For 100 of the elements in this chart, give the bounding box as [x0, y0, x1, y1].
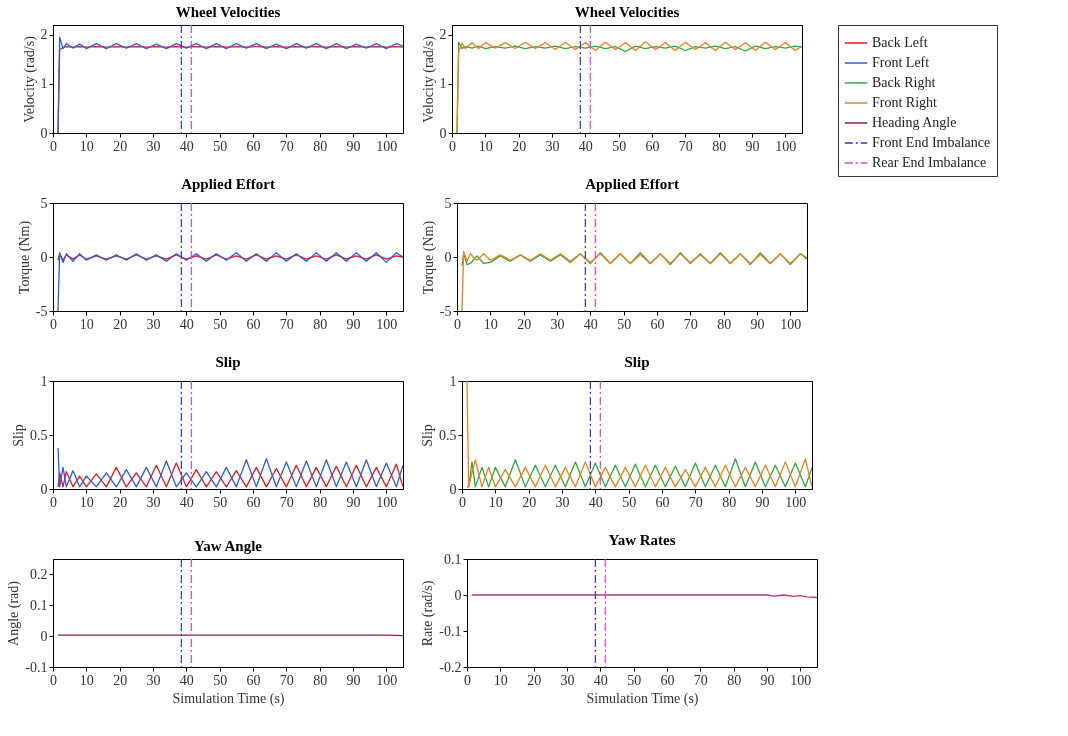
x-tick-label: 10 — [79, 672, 94, 688]
y-tick-label: 2 — [439, 27, 447, 43]
x-tick-label: 40 — [179, 494, 194, 510]
y-tick-label: 0.5 — [30, 427, 48, 443]
x-tick-label: 100 — [376, 138, 398, 154]
x-tick-label: 90 — [755, 494, 770, 510]
chart-title: Applied Effort — [585, 176, 679, 192]
y-axis-title: Torque (Nm) — [16, 220, 33, 295]
chart-title: Wheel Velocities — [574, 4, 680, 21]
x-tick-label: 80 — [313, 316, 328, 332]
x-tick-label: 10 — [79, 494, 94, 510]
chart-title: Yaw Angle — [194, 538, 263, 555]
x-axis-title: Simulation Time (s) — [586, 690, 699, 707]
legend-label: Front Right — [872, 95, 938, 110]
line-series — [461, 250, 807, 311]
x-tick-label: 20 — [113, 494, 128, 510]
x-tick-label: 30 — [555, 494, 570, 510]
x-tick-label: 60 — [246, 494, 261, 510]
y-tick-label: 2 — [40, 27, 48, 43]
legend-label: Back Right — [872, 75, 936, 90]
x-tick-label: 60 — [246, 672, 261, 688]
x-tick-label: 40 — [578, 138, 593, 154]
y-tick-label: -5 — [35, 303, 48, 319]
x-tick-label: 60 — [246, 316, 261, 332]
line-series — [466, 381, 812, 488]
x-tick-label: 50 — [612, 138, 627, 154]
y-axis-title: Angle (rad) — [6, 580, 23, 646]
x-tick-label: 30 — [146, 316, 161, 332]
x-tick-label: 90 — [346, 316, 361, 332]
line-series — [57, 447, 403, 488]
x-tick-label: 70 — [279, 672, 294, 688]
legend-label: Rear End Imbalance — [872, 155, 987, 170]
y-tick-label: 0 — [454, 587, 462, 603]
x-tick-label: 40 — [179, 316, 194, 332]
x-tick-label: 70 — [279, 494, 294, 510]
legend-label: Front End Imbalance — [872, 135, 991, 150]
line-series — [466, 458, 812, 488]
x-tick-label: 40 — [583, 316, 598, 332]
x-tick-label: 20 — [113, 316, 128, 332]
x-tick-label: 50 — [213, 494, 228, 510]
chart-title: Yaw Rates — [608, 532, 676, 548]
x-tick-label: 60 — [660, 672, 675, 688]
x-tick-label: 20 — [522, 494, 537, 510]
x-tick-label: 70 — [683, 316, 698, 332]
chart-title: Applied Effort — [181, 176, 275, 192]
x-tick-label: 20 — [512, 138, 527, 154]
y-tick-label: 0 — [40, 249, 48, 265]
y-tick-label: 5 — [40, 195, 48, 211]
y-tick-label: 0 — [439, 125, 447, 141]
legend-label: Heading Angle — [872, 115, 957, 130]
x-tick-label: 80 — [722, 494, 737, 510]
x-tick-label: 30 — [146, 672, 161, 688]
x-tick-label: 80 — [717, 316, 732, 332]
y-tick-label: -0.1 — [25, 659, 48, 675]
y-tick-label: 1 — [40, 373, 48, 389]
x-tick-label: 20 — [113, 138, 128, 154]
y-tick-label: 0.1 — [444, 551, 462, 567]
y-axis-title: Rate (rad/s) — [420, 580, 437, 647]
x-tick-label: 40 — [593, 672, 608, 688]
x-tick-label: 90 — [760, 672, 775, 688]
x-tick-label: 10 — [488, 494, 503, 510]
y-tick-label: 0.1 — [30, 597, 48, 613]
x-tick-label: 70 — [688, 494, 703, 510]
chart-title: Wheel Velocities — [175, 4, 281, 21]
y-tick-label: -0.2 — [439, 659, 462, 675]
chart-title: Slip — [624, 354, 650, 370]
x-tick-label: 70 — [279, 316, 294, 332]
y-tick-label: 0 — [40, 481, 48, 497]
x-tick-label: 20 — [527, 672, 542, 688]
x-tick-label: 50 — [617, 316, 632, 332]
y-tick-label: 0 — [444, 249, 452, 265]
x-tick-label: 10 — [478, 138, 493, 154]
x-tick-label: 80 — [712, 138, 727, 154]
x-tick-label: 100 — [775, 138, 797, 154]
legend-label: Front Left — [872, 55, 930, 70]
y-tick-label: 0 — [40, 628, 48, 644]
x-tick-label: 90 — [346, 138, 361, 154]
chart-title: Slip — [215, 354, 241, 370]
y-tick-label: -5 — [439, 303, 452, 319]
x-tick-label: 50 — [213, 672, 228, 688]
y-tick-label: 0 — [40, 125, 48, 141]
y-axis-title: Slip — [11, 424, 26, 447]
x-tick-label: 20 — [517, 316, 532, 332]
legend-label: Back Left — [872, 35, 928, 50]
y-axis-title: Velocity (rad/s) — [21, 35, 38, 123]
y-tick-label: 5 — [444, 195, 452, 211]
x-tick-label: 40 — [179, 672, 194, 688]
y-tick-label: 1 — [40, 76, 48, 92]
x-tick-label: 90 — [346, 672, 361, 688]
x-tick-label: 30 — [146, 494, 161, 510]
x-tick-label: 50 — [622, 494, 637, 510]
y-tick-label: -0.1 — [439, 623, 462, 639]
y-axis-title: Slip — [420, 424, 435, 447]
x-tick-label: 30 — [550, 316, 565, 332]
x-tick-label: 100 — [376, 672, 398, 688]
x-tick-label: 40 — [179, 138, 194, 154]
x-tick-label: 40 — [588, 494, 603, 510]
x-tick-label: 30 — [560, 672, 575, 688]
x-tick-label: 10 — [79, 316, 94, 332]
y-tick-label: 0.5 — [439, 427, 457, 443]
